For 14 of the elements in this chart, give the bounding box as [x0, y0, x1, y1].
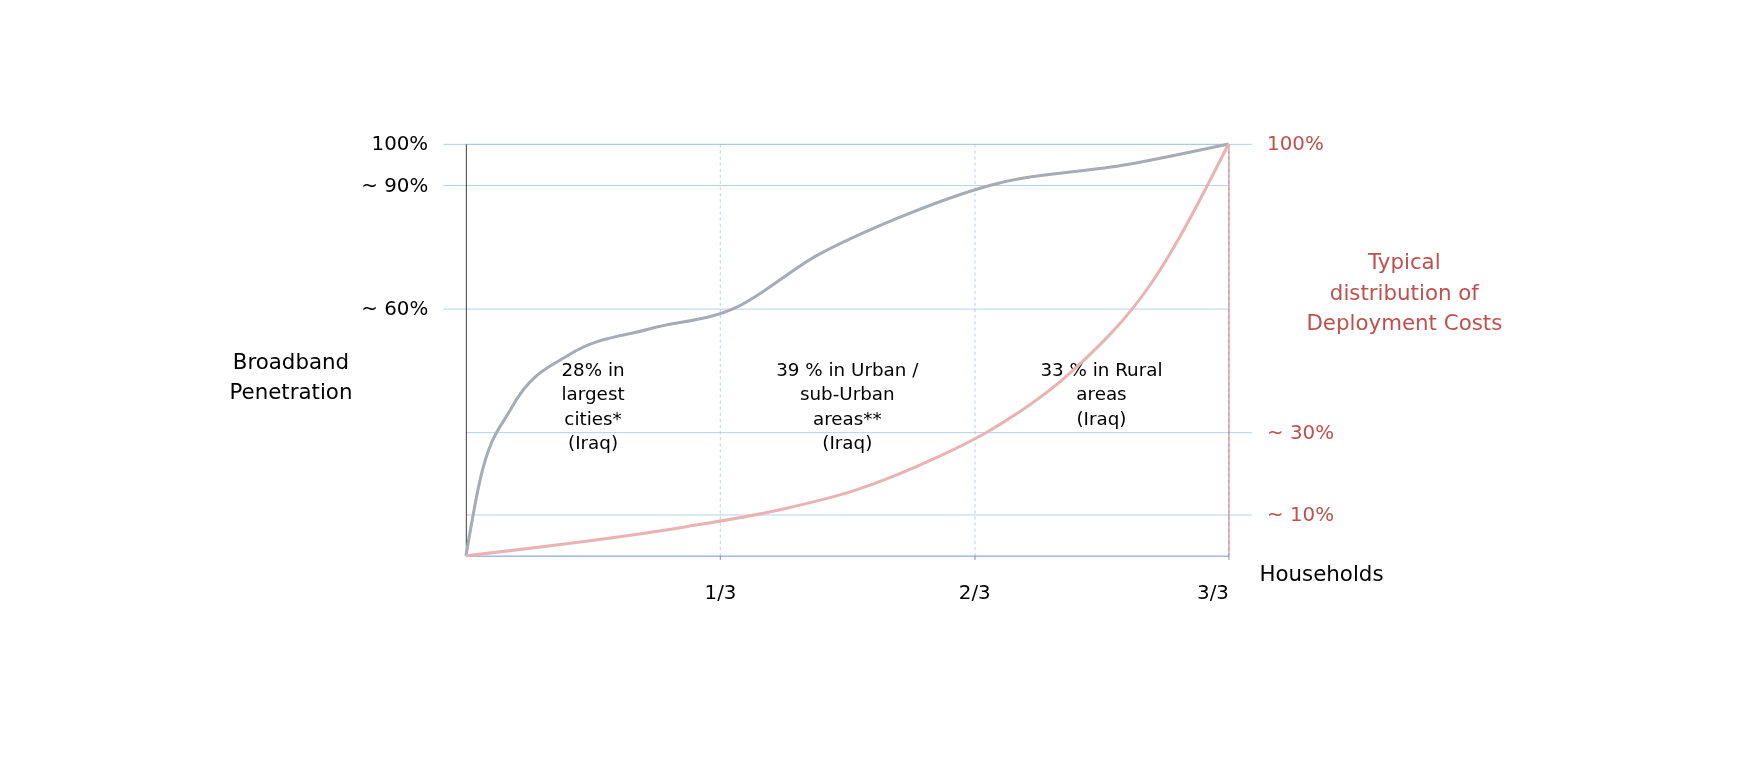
y-tick-label: ~ 60% — [361, 297, 429, 321]
x-tick-label: 3/3 — [1197, 580, 1229, 604]
y2-tick-label: ~ 10% — [1267, 503, 1335, 527]
x-axis-title: Households — [1259, 560, 1384, 586]
y2-axis-title: Typical distribution of Deployment Costs — [1306, 249, 1503, 336]
y-tick-label: ~ 90% — [361, 173, 429, 197]
y2-tick-label: 100% — [1267, 132, 1324, 156]
annotation: 28% in largest cities* (Iraq) — [561, 358, 625, 454]
y-tick-label: 100% — [371, 132, 429, 156]
annotation: 39 % in Urban / sub-Urban areas** (Iraq) — [776, 358, 920, 454]
x-tick-label: 2/3 — [958, 580, 991, 604]
y-axis-title: Broadband Penetration — [229, 348, 353, 405]
y2-tick-label: ~ 30% — [1267, 420, 1335, 444]
x-tick-label: 1/3 — [704, 580, 737, 604]
